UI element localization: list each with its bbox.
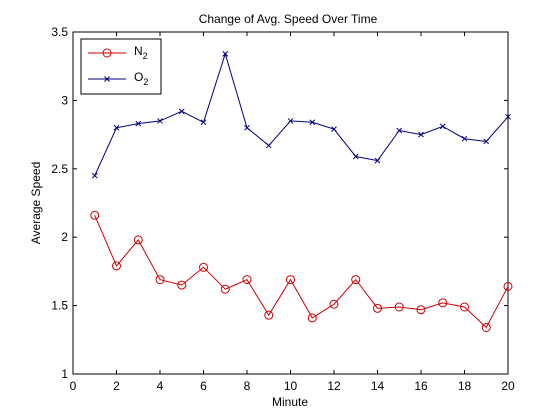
legend-label: N2 — [134, 44, 148, 61]
y-tick-label: 2 — [61, 230, 68, 244]
legend: N2 O2 — [80, 38, 162, 95]
y-tick-label: 2.5 — [51, 162, 68, 176]
data-point — [374, 157, 381, 164]
x-tick-label: 14 — [371, 379, 385, 393]
data-point — [481, 322, 491, 332]
data-point — [373, 303, 382, 313]
data-point — [90, 210, 100, 220]
x-tick-label: 16 — [414, 379, 428, 393]
x-tick-label: 10 — [284, 379, 298, 393]
chart-title: Change of Avg. Speed Over Time — [199, 12, 378, 26]
data-point — [242, 275, 252, 285]
data-point — [352, 153, 359, 160]
data-point — [460, 302, 469, 312]
data-point — [177, 280, 187, 290]
data-point — [244, 124, 250, 131]
data-point — [461, 135, 468, 142]
x-tick-label: 4 — [157, 379, 164, 393]
axis-ticks: 0 2 4 6 8 10 12 14 16 18 20 1 1.5 2 2.5 3 3.5 — [51, 25, 515, 393]
y-axis-label: Average Speed — [29, 162, 43, 245]
data-point — [264, 310, 274, 320]
data-point — [483, 138, 490, 145]
y-tick-label: 1.5 — [51, 299, 68, 313]
legend-marker — [102, 48, 112, 58]
data-point — [155, 275, 165, 285]
legend-box — [80, 38, 162, 95]
data-point — [222, 51, 229, 57]
data-point — [331, 126, 337, 132]
data-point — [394, 302, 404, 312]
series-n2 — [90, 210, 513, 332]
x-tick-label: 20 — [501, 379, 515, 393]
data-point — [220, 284, 230, 294]
data-point — [91, 172, 98, 179]
series-layer — [90, 51, 513, 332]
data-point — [200, 119, 207, 126]
data-point — [439, 123, 446, 130]
x-tick-label: 8 — [244, 379, 251, 393]
data-point — [351, 275, 361, 285]
data-point — [438, 298, 448, 308]
data-point — [416, 305, 426, 315]
data-point — [329, 299, 339, 309]
data-point — [505, 113, 511, 120]
data-point — [199, 262, 208, 272]
y-tick-label: 3 — [61, 93, 68, 107]
data-point — [309, 119, 316, 126]
x-tick-label: 2 — [113, 379, 120, 393]
data-point — [307, 313, 317, 323]
data-point — [157, 118, 163, 124]
data-point — [113, 124, 120, 131]
legend-marker — [104, 76, 110, 82]
y-tick-label: 1 — [61, 367, 68, 381]
data-point — [286, 275, 295, 285]
data-point — [418, 131, 424, 138]
x-tick-label: 18 — [458, 379, 472, 393]
data-point — [396, 127, 403, 134]
x-tick-label: 0 — [70, 379, 77, 393]
x-tick-label: 6 — [200, 379, 207, 393]
data-point — [265, 142, 272, 149]
x-tick-label: 12 — [327, 379, 341, 393]
x-axis-label: Minute — [272, 395, 308, 409]
data-point — [135, 120, 142, 127]
data-point — [287, 118, 294, 124]
y-tick-label: 3.5 — [51, 25, 68, 39]
data-point — [178, 108, 185, 115]
data-point — [112, 261, 121, 271]
data-point — [503, 281, 513, 291]
legend-label: O2 — [134, 70, 148, 87]
data-point — [133, 235, 143, 245]
series-line — [94, 52, 509, 176]
series-o2 — [91, 51, 511, 179]
